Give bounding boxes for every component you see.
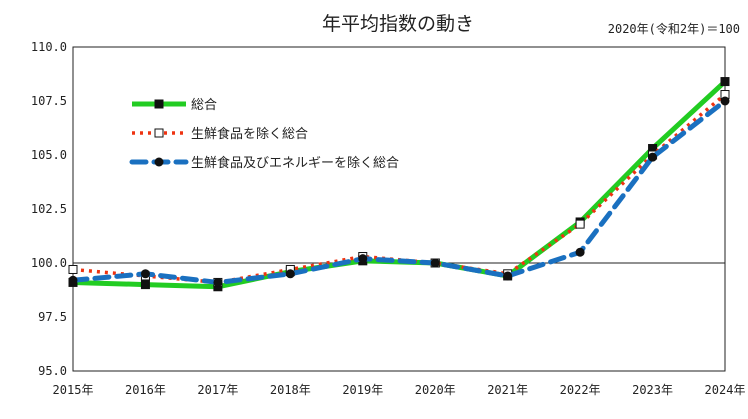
legend-label-2: 生鮮食品を除く総合 — [191, 126, 308, 142]
legend-label-1: 総合 — [191, 98, 217, 113]
x-tick-label: 2021年 — [487, 383, 528, 397]
x-tick-label: 2022年 — [560, 383, 601, 397]
x-tick-label: 2019年 — [342, 383, 383, 397]
x-tick-label: 2018年 — [270, 383, 311, 397]
legend-marker-2 — [154, 128, 164, 138]
series-3-point — [648, 152, 658, 162]
y-tick-label: 102.5 — [31, 202, 67, 216]
plot-area — [72, 46, 726, 372]
series-3-point — [213, 277, 223, 287]
series-3-point — [503, 271, 513, 281]
series-2-point — [68, 264, 78, 274]
y-tick-label: 100.0 — [31, 256, 67, 270]
y-tick-label: 107.5 — [31, 94, 67, 108]
series-3-point — [68, 275, 78, 285]
x-axis: 2015年 2016年 2017年 2018年 2019年 2020年 2021年 2022年… — [53, 383, 746, 397]
x-tick-label: 2020年 — [415, 383, 456, 397]
series-1-point — [140, 280, 150, 290]
legend-marker-1 — [154, 99, 164, 109]
base-year-note: 2020年(令和2年)＝100 — [608, 21, 740, 36]
series-3 — [68, 96, 730, 287]
x-tick-label: 2017年 — [197, 383, 238, 397]
legend-marker-3 — [154, 157, 164, 167]
x-tick-label: 2024年 — [705, 383, 746, 397]
series-3-point — [720, 96, 730, 106]
y-tick-label: 95.0 — [38, 364, 67, 378]
series-3-point — [430, 258, 440, 268]
series-3-point — [140, 269, 150, 279]
chart-title: 年平均指数の動き — [322, 13, 474, 35]
series-2-point — [575, 219, 585, 229]
legend-label-3: 生鮮食品及びエネルギーを除く総合 — [191, 155, 399, 171]
y-axis: 95.0 97.5 100.0 102.5 105.0 107.5 110.0 — [31, 40, 67, 378]
series-3-point — [575, 247, 585, 257]
series-3-point — [285, 269, 295, 279]
y-tick-label: 110.0 — [31, 40, 67, 54]
series-3-line — [70, 98, 728, 285]
y-tick-label: 105.0 — [31, 148, 67, 162]
y-tick-label: 97.5 — [38, 310, 67, 324]
x-tick-label: 2015年 — [53, 383, 94, 397]
x-tick-label: 2016年 — [125, 383, 166, 397]
series-3-point — [358, 254, 368, 264]
series-1-point — [720, 77, 730, 87]
series-group — [68, 77, 730, 292]
x-tick-label: 2023年 — [632, 383, 673, 397]
